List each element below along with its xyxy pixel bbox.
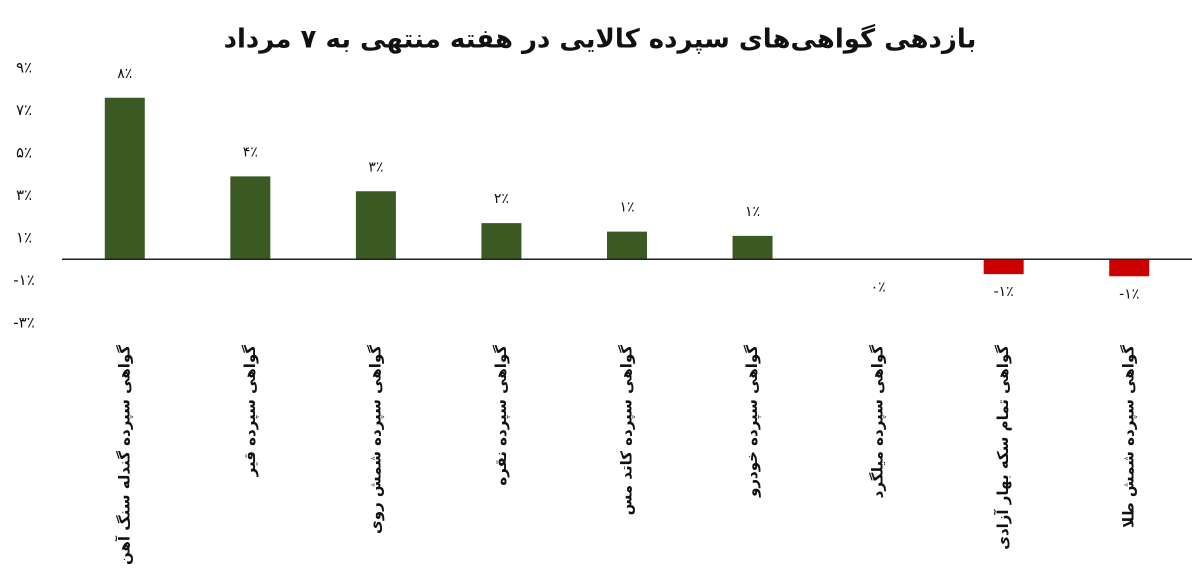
y-tick-label: -۱٪: [13, 271, 35, 289]
y-tick-label: ۷٪: [16, 101, 32, 119]
x-tick-label: گواهی سپرده نقره: [492, 345, 511, 486]
bar: [983, 259, 1024, 275]
value-label: ۰٪: [871, 279, 886, 295]
value-label: ۳٪: [368, 159, 383, 175]
value-label: ۱٪: [619, 200, 634, 216]
bar: [607, 231, 647, 260]
value-label: -۱٪: [1119, 286, 1139, 302]
y-tick-label: ۱٪: [16, 229, 32, 247]
value-label: ۸٪: [117, 66, 132, 82]
y-tick-label: ۹٪: [16, 59, 32, 77]
bar: [1109, 259, 1150, 277]
y-tick-label: ۵٪: [16, 144, 32, 162]
value-label: -۱٪: [994, 284, 1014, 300]
bar: [481, 223, 522, 260]
y-tick-label: ۳٪: [16, 186, 32, 204]
value-label: ۱٪: [745, 204, 760, 220]
x-tick-label: گواهی سپرده میلگرد: [869, 345, 888, 499]
x-tick-label: گواهی سپرده شمش روی: [366, 345, 385, 534]
x-tick-label: گواهی تمام سکه بهار آزادی: [994, 345, 1012, 550]
value-label: ۴٪: [243, 144, 258, 160]
x-tick-label: گواهی سپرده قیر: [241, 345, 260, 478]
x-tick-label: گواهی سپرده کاتد مس: [618, 345, 637, 516]
value-label: ۲٪: [494, 191, 509, 207]
y-tick-label: -۳٪: [13, 314, 35, 332]
bar: [104, 97, 145, 260]
x-tick-label: گواهی سپرده خودرو: [743, 345, 762, 498]
bar: [732, 235, 773, 260]
x-tick-label: گواهی سپرده گندله سنگ آهن: [115, 345, 134, 565]
bar: [230, 176, 271, 260]
chart-title: بازدهی گواهی‌های سپرده کالایی در هفته من…: [224, 24, 977, 55]
x-tick-label: گواهی سپرده شمش طلا: [1120, 345, 1139, 528]
bar: [355, 191, 396, 260]
